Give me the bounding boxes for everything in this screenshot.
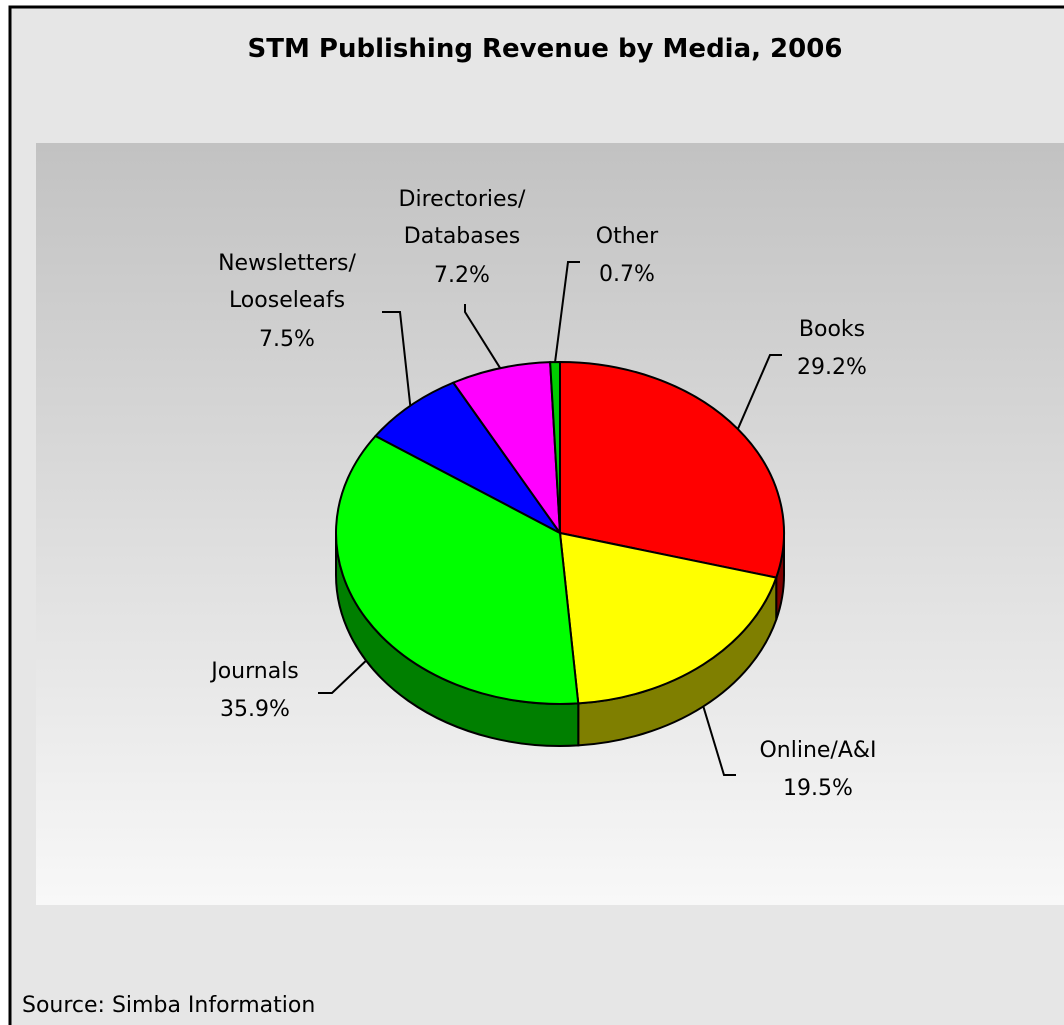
slice: [451, 361, 562, 537]
leader-line: [554, 261, 580, 363]
leader-line: [702, 706, 736, 776]
slice-value-label: 7.5%: [259, 327, 315, 352]
source-note: Source: Simba Information: [22, 993, 315, 1018]
slice-label: Online/A&I: [759, 738, 876, 763]
slice-label: Journals: [209, 659, 299, 684]
leader-line: [736, 354, 782, 430]
slice-label: Directories/Databases: [399, 187, 526, 249]
leader-line: [382, 311, 412, 406]
leader-line: [318, 659, 367, 694]
slice: [335, 434, 580, 705]
slice-value-label: 7.2%: [434, 263, 490, 288]
slice-value-label: 0.7%: [599, 262, 655, 287]
slice: [558, 531, 778, 705]
slice: [559, 360, 785, 579]
slice-label: Newsletters/Looseleafs: [218, 251, 356, 313]
slice-value-label: 35.9%: [220, 697, 290, 722]
chart-title: STM Publishing Revenue by Media, 2006: [248, 34, 843, 64]
slice-value-label: 19.5%: [783, 776, 853, 801]
slice: [373, 381, 561, 534]
slice-label: Other: [596, 224, 659, 249]
slice-label: Books: [799, 317, 865, 342]
slice-value-label: 29.2%: [797, 355, 867, 380]
leader-line: [464, 304, 502, 369]
